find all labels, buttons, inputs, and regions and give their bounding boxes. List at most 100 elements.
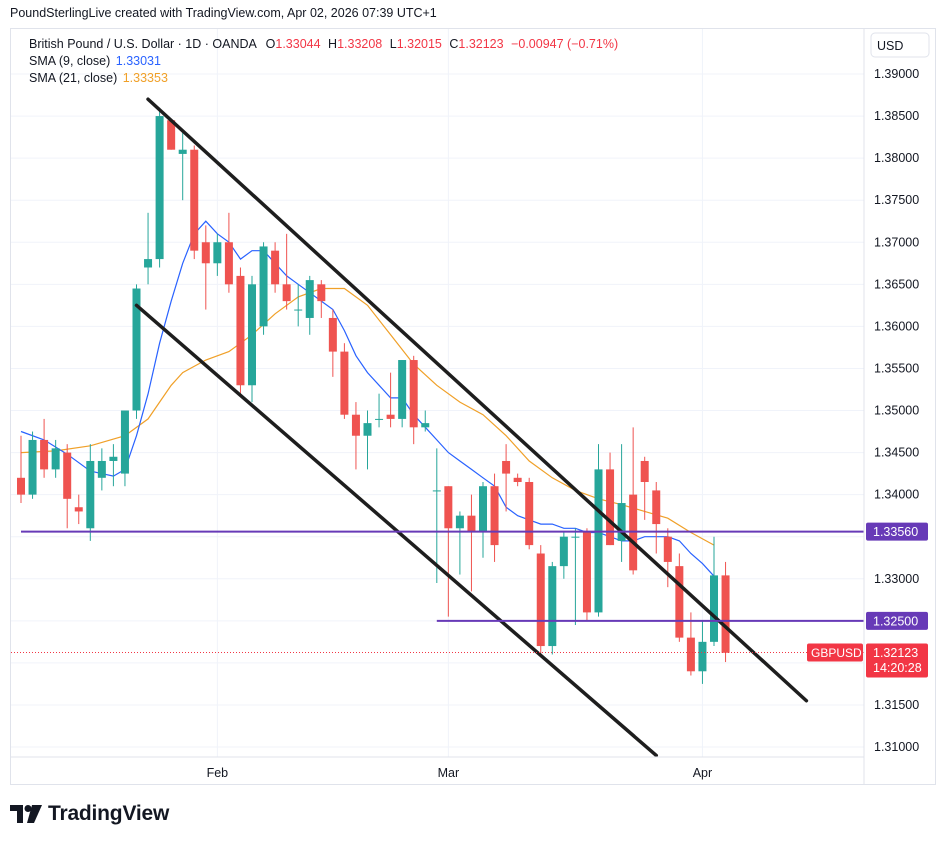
candle-body-37	[444, 486, 453, 529]
candle-body-23	[282, 284, 291, 302]
currency-button[interactable]: USD	[870, 32, 930, 58]
last-price-label: 1.32123	[873, 646, 918, 660]
candle-13	[167, 120, 176, 150]
level-badge-0	[866, 522, 928, 541]
candle-36	[432, 448, 441, 583]
candle-body-56	[663, 536, 672, 562]
candle-body-38	[455, 515, 464, 529]
sma21-legend[interactable]: SMA (21, close) 1.33353	[29, 71, 168, 85]
candle-body-30	[363, 423, 372, 436]
candle-body-3	[51, 448, 60, 470]
high-label: H	[328, 37, 338, 51]
price-tick-9: 1.34500	[874, 446, 919, 460]
candle-60	[710, 536, 718, 647]
candle-51	[606, 452, 615, 546]
horizontal-levels	[21, 530, 864, 622]
candle-body-8	[109, 456, 118, 461]
candle-29	[351, 402, 360, 470]
candle-body-18	[224, 242, 233, 285]
candle-body-39	[467, 515, 476, 533]
price-tick-7: 1.35500	[874, 361, 919, 375]
symbol-badge-label: GBPUSD	[811, 646, 862, 660]
candle-14	[178, 132, 187, 201]
price-chart[interactable]: 1.39000 1.38500 1.38000 1.37500 1.37000 1.365…	[11, 29, 935, 784]
open-label: O	[265, 37, 276, 51]
candle-61	[721, 561, 730, 663]
price-tick-10: 1.34000	[874, 488, 919, 502]
candle-body-41	[490, 486, 499, 546]
candle-26	[317, 280, 326, 318]
candle-body-60	[710, 575, 718, 642]
price-tick-3: 1.37500	[874, 193, 919, 207]
price-tick-5: 1.36500	[874, 277, 919, 291]
candle-body-14	[178, 149, 187, 154]
time-axis: Feb Mar Apr	[207, 766, 713, 780]
sma21-value: 1.33353	[122, 71, 168, 85]
price-tick-2: 1.38000	[874, 151, 919, 165]
symbol-badge	[807, 643, 863, 662]
candle-42	[502, 444, 511, 512]
candle-17	[213, 233, 222, 276]
candle-body-15	[190, 149, 199, 251]
candle-11	[144, 212, 153, 285]
candle-40	[479, 482, 487, 558]
ohlc-legend[interactable]: British Pound / U.S. Dollar · 1D · OANDA…	[29, 37, 618, 51]
candle-45	[536, 545, 545, 655]
level-badge-1	[866, 611, 928, 630]
candle-58	[686, 612, 695, 676]
candle-9	[120, 410, 129, 487]
low-value: 1.32015	[396, 37, 442, 51]
open-value: 1.33044	[275, 37, 321, 51]
currency-label: USD	[877, 39, 903, 53]
candle-body-19	[236, 275, 245, 386]
candle-body-57	[675, 566, 684, 638]
candle-body-59	[698, 641, 707, 672]
trendline-1	[134, 303, 658, 758]
candle-35	[421, 410, 430, 432]
candle-body-54	[640, 460, 649, 483]
candle-48	[571, 528, 580, 626]
candle-body-32	[386, 414, 395, 419]
candle-49	[582, 528, 591, 621]
candle-39	[467, 494, 476, 592]
time-tick-0: Feb	[207, 766, 229, 780]
candle-30	[363, 410, 372, 470]
candle-body-46	[548, 566, 557, 647]
price-tick-15: 1.31500	[874, 698, 919, 712]
candle-body-7	[97, 460, 106, 478]
chart-frame[interactable]: 1.39000 1.38500 1.38000 1.37500 1.37000 1.365…	[10, 28, 936, 785]
candle-body-51	[606, 469, 615, 546]
candle-body-5	[74, 507, 83, 512]
candle-50	[594, 444, 603, 617]
candles	[17, 107, 730, 684]
candle-7	[97, 448, 106, 491]
sma9-legend[interactable]: SMA (9, close) 1.33031	[29, 54, 161, 68]
candle-body-58	[686, 637, 695, 672]
tradingview-logo-text: TradingView	[48, 802, 170, 825]
candle-4	[63, 444, 72, 529]
candle-23	[282, 233, 291, 310]
candle-22	[271, 242, 280, 293]
candle-33	[398, 360, 407, 428]
candle-body-43	[513, 477, 522, 483]
candle-19	[236, 267, 245, 394]
candle-6	[86, 444, 95, 541]
candle-body-48	[571, 536, 580, 538]
tradingview-logo[interactable]: TradingView	[10, 802, 169, 826]
candle-20	[248, 275, 256, 403]
candle-8	[109, 444, 118, 487]
candle-34	[409, 355, 418, 445]
candle-0	[17, 435, 25, 504]
countdown-label: 14:20:28	[873, 661, 922, 675]
candle-1	[28, 431, 37, 499]
candle-body-45	[536, 553, 545, 647]
candle-body-34	[409, 360, 418, 428]
chart-caption: PoundSterlingLive created with TradingVi…	[10, 6, 437, 20]
candle-body-12	[155, 116, 164, 260]
candle-12	[155, 107, 164, 268]
candle-32	[386, 372, 395, 428]
last-price-badge	[866, 643, 928, 678]
candle-body-16	[201, 242, 210, 264]
price-tick-1: 1.38500	[874, 109, 919, 123]
candle-body-22	[271, 250, 280, 285]
